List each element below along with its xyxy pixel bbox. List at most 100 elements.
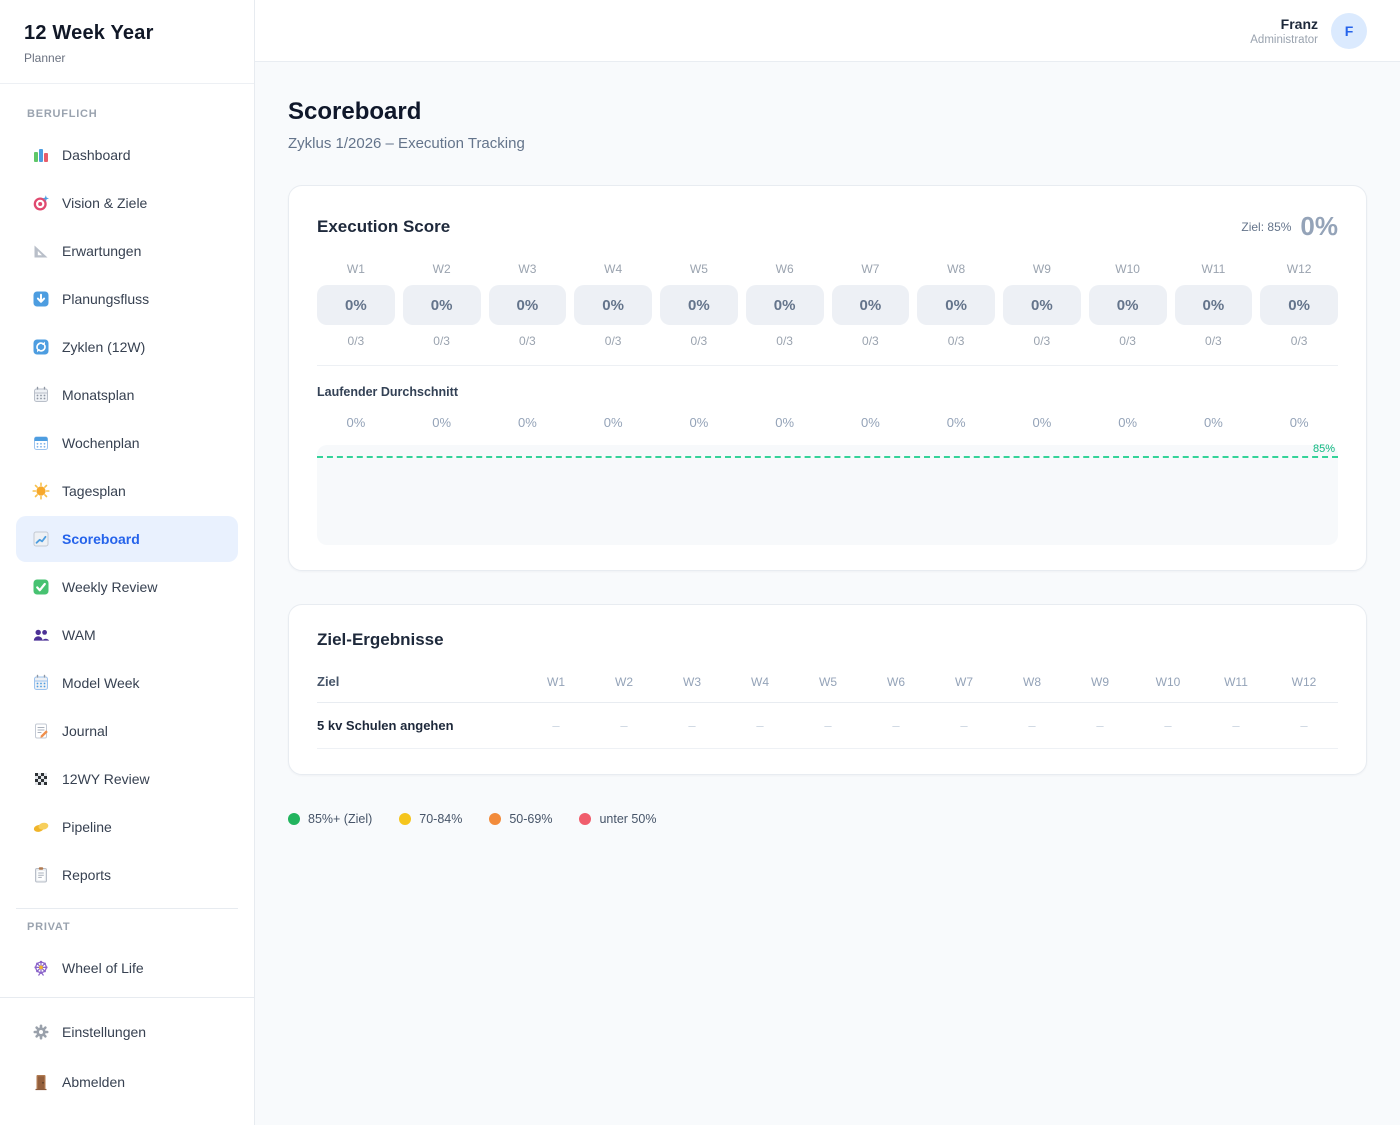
table-row: 5 kv Schulen angehen – – – – – – – – – –… <box>317 703 1338 749</box>
app-title: 12 Week Year <box>24 22 154 44</box>
page-content: Scoreboard Zyklus 1/2026 – Execution Tra… <box>255 62 1400 1125</box>
goal-column-header: Ziel <box>317 674 340 689</box>
avatar[interactable]: F <box>1331 12 1367 49</box>
running-average-value: 0% <box>346 415 366 430</box>
goal-week-cell: – <box>1232 718 1240 733</box>
week-label: W3 <box>518 262 537 276</box>
sidebar-item-model-week[interactable]: Model Week <box>16 660 238 706</box>
legend-item: unter 50% <box>579 812 656 826</box>
running-average-value: 0% <box>1032 415 1052 430</box>
week-column-header: W11 <box>1224 674 1248 689</box>
week-column: W7 0% 0/3 <box>831 262 910 348</box>
week-column-header: W2 <box>615 674 633 689</box>
week-score-box: 0% <box>488 285 567 325</box>
sidebar-item-dashboard[interactable]: Dashboard <box>16 132 238 178</box>
sidebar-item-label: Einstellungen <box>62 1024 147 1040</box>
sidebar-item-einstellungen[interactable]: Einstellungen <box>16 1008 238 1056</box>
sidebar-item-vision-ziele[interactable]: Vision & Ziele <box>16 180 238 226</box>
week-fraction: 0/3 <box>862 334 879 348</box>
sidebar-item-label: Dashboard <box>62 147 131 163</box>
week-column: W3 0% 0/3 <box>488 262 567 348</box>
week-column: W11 0% 0/3 <box>1174 262 1253 348</box>
sidebar-item-label: Scoreboard <box>62 531 140 547</box>
week-column-header: W12 <box>1291 674 1317 689</box>
user-name: Franz <box>1280 15 1318 32</box>
sidebar-item-planungsfluss[interactable]: Planungsfluss <box>16 276 238 322</box>
week-score-box: 0% <box>660 285 738 325</box>
running-average-value: 0% <box>432 415 452 430</box>
goal-week-cell: – <box>756 718 764 733</box>
sidebar-item-erwartungen[interactable]: Erwartungen <box>16 228 238 274</box>
goal-week-cell: – <box>1096 718 1104 733</box>
sidebar-item-label: Journal <box>62 723 108 739</box>
sidebar-item-zyklen[interactable]: Zyklen (12W) <box>16 324 238 370</box>
sidebar-item-label: Reports <box>62 867 112 883</box>
people-icon <box>32 626 50 644</box>
week-fraction: 0/3 <box>947 334 965 348</box>
sidebar-item-monatsplan[interactable]: Monatsplan <box>16 372 238 418</box>
goal-week-cell: – <box>1028 718 1036 733</box>
sidebar-item-wheel-of-life[interactable]: Wheel of Life <box>16 945 238 991</box>
week-fraction: 0/3 <box>519 334 536 348</box>
week-label: W7 <box>861 262 880 276</box>
table-header-row: Ziel W1 W2 W3 W4 W5 W6 W7 W8 W9 W10 W11 … <box>317 674 1338 703</box>
topbar: Franz Administrator F <box>255 0 1400 62</box>
week-score-box: 0% <box>574 285 652 325</box>
week-column-header: W7 <box>955 674 973 689</box>
week-label: W10 <box>1115 262 1140 276</box>
legend-dot-red <box>579 813 592 825</box>
week-column: W6 0% 0/3 <box>745 262 824 348</box>
overall-score: 0% <box>1300 211 1338 241</box>
check-square-icon <box>32 578 50 596</box>
week-label: W12 <box>1286 262 1312 276</box>
week-fraction: 0/3 <box>433 334 450 348</box>
week-label: W2 <box>432 262 451 276</box>
handshake-icon <box>32 818 50 836</box>
sidebar-item-weekly-review[interactable]: Weekly Review <box>16 564 238 610</box>
execution-score-header: Execution Score Ziel: 85% 0% <box>317 211 1338 242</box>
goal-week-cell: – <box>688 718 696 733</box>
week-score-box: 0% <box>402 285 481 325</box>
app-subtitle: Planner <box>24 51 66 65</box>
sidebar-item-label: Zyklen (12W) <box>62 339 146 355</box>
week-column: W5 0% 0/3 <box>660 262 738 348</box>
down-arrow-icon <box>32 290 50 308</box>
page-subtitle: Zyklus 1/2026 – Execution Tracking <box>288 135 525 152</box>
week-column: W8 0% 0/3 <box>917 262 995 348</box>
running-average-value: 0% <box>1118 415 1138 430</box>
goal-name: 5 kv Schulen angehen <box>317 718 454 733</box>
ferris-wheel-icon <box>32 959 50 977</box>
calendar-icon <box>32 434 50 452</box>
sidebar-item-wam[interactable]: WAM <box>16 612 238 658</box>
week-score-box: 0% <box>1088 285 1167 325</box>
checkered-flag-icon <box>32 770 50 788</box>
goal-week-cell: – <box>824 718 832 733</box>
clipboard-icon <box>32 866 50 884</box>
sidebar-item-label: 12WY Review <box>62 771 150 787</box>
week-score-box: 0% <box>917 285 995 325</box>
sidebar-item-journal[interactable]: Journal <box>16 708 238 754</box>
week-label: W4 <box>604 262 623 276</box>
week-label: W8 <box>947 262 966 276</box>
running-average-value: 0% <box>1203 415 1223 430</box>
sidebar-item-tagesplan[interactable]: Tagesplan <box>16 468 238 514</box>
sidebar-item-label: Planungsfluss <box>62 291 150 307</box>
sidebar-item-reports[interactable]: Reports <box>16 852 238 898</box>
sidebar-item-12wy-review[interactable]: 12WY Review <box>16 756 238 802</box>
sidebar-item-pipeline[interactable]: Pipeline <box>16 804 238 850</box>
legend-item: 50-69% <box>489 812 552 826</box>
week-fraction: 0/3 <box>1119 334 1136 348</box>
goal-week-cell: – <box>892 718 900 733</box>
main-area: Franz Administrator F Scoreboard Zyklus … <box>255 0 1400 1125</box>
week-fraction: 0/3 <box>690 334 708 348</box>
legend-item: 85%+ (Ziel) <box>288 812 372 826</box>
goal-results-card: Ziel-Ergebnisse Ziel W1 W2 W3 W4 W5 W6 W… <box>288 604 1367 775</box>
spiral-calendar-icon <box>32 674 50 692</box>
sidebar-item-wochenplan[interactable]: Wochenplan <box>16 420 238 466</box>
sidebar-item-scoreboard[interactable]: Scoreboard <box>16 516 238 562</box>
week-score-box: 0% <box>745 285 824 325</box>
running-average-value: 0% <box>689 415 709 430</box>
sidebar-item-abmelden[interactable]: Abmelden <box>16 1058 238 1106</box>
sidebar-header: 12 Week Year Planner <box>0 0 254 84</box>
week-column-header: W3 <box>683 674 701 689</box>
